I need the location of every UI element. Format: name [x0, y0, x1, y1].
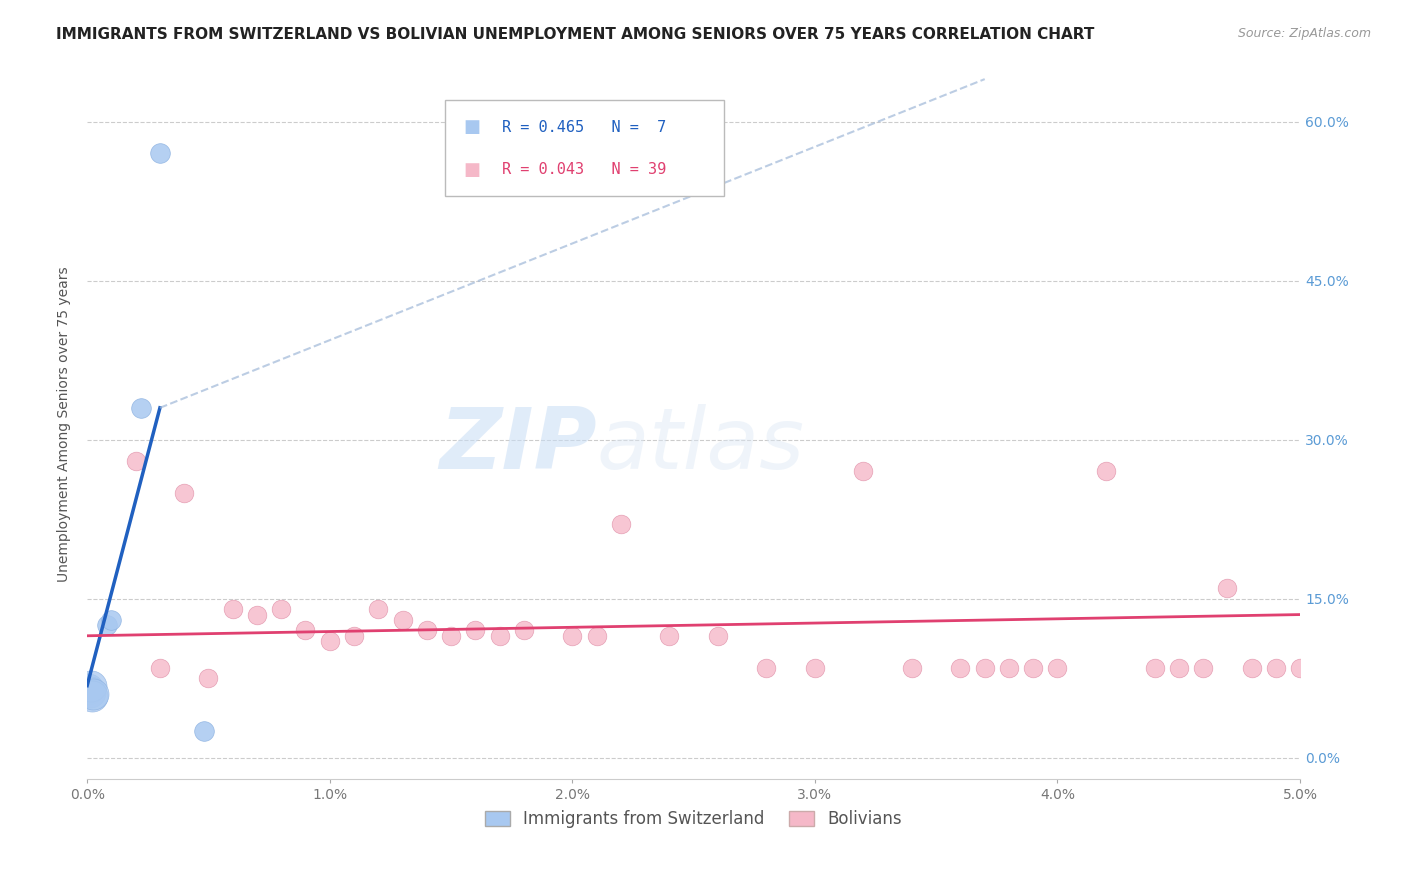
Point: [129, 401, 152, 415]
Text: atlas: atlas: [596, 403, 804, 486]
Point: [1264, 660, 1286, 674]
Point: [173, 485, 195, 500]
Point: [124, 454, 146, 468]
Point: [1095, 465, 1118, 479]
Point: [1022, 660, 1045, 674]
Point: [1240, 660, 1263, 674]
Point: [80, 679, 103, 693]
Point: [80, 690, 103, 704]
Point: [100, 613, 122, 627]
Point: [79, 685, 101, 699]
Text: Source: ZipAtlas.com: Source: ZipAtlas.com: [1237, 27, 1371, 40]
Point: [149, 146, 172, 161]
Point: [610, 517, 633, 532]
Point: [658, 629, 681, 643]
Point: [464, 624, 486, 638]
Point: [367, 602, 389, 616]
Point: [440, 629, 463, 643]
Point: [193, 724, 215, 739]
Point: [82, 687, 104, 701]
Point: [755, 660, 778, 674]
Point: [1192, 660, 1215, 674]
Point: [1046, 660, 1069, 674]
Point: [197, 671, 219, 685]
Text: R = 0.043   N = 39: R = 0.043 N = 39: [502, 162, 666, 177]
Text: ■: ■: [463, 119, 481, 136]
Point: [96, 618, 118, 632]
FancyBboxPatch shape: [444, 101, 724, 196]
Text: R = 0.465   N =  7: R = 0.465 N = 7: [502, 120, 666, 135]
Point: [343, 629, 366, 643]
Point: [949, 660, 972, 674]
Point: [149, 660, 172, 674]
Point: [319, 634, 342, 648]
Point: [488, 629, 510, 643]
Point: [901, 660, 924, 674]
Point: [246, 607, 269, 622]
Point: [1216, 581, 1239, 595]
Legend: Immigrants from Switzerland, Bolivians: Immigrants from Switzerland, Bolivians: [478, 803, 910, 835]
Point: [998, 660, 1021, 674]
Point: [1289, 660, 1312, 674]
Point: [804, 660, 827, 674]
Point: [77, 681, 100, 696]
Point: [707, 629, 730, 643]
Text: ZIP: ZIP: [439, 403, 596, 486]
Point: [513, 624, 536, 638]
Point: [294, 624, 316, 638]
Text: ■: ■: [463, 161, 481, 178]
Point: [852, 465, 875, 479]
Point: [1143, 660, 1166, 674]
Point: [1167, 660, 1189, 674]
Text: IMMIGRANTS FROM SWITZERLAND VS BOLIVIAN UNEMPLOYMENT AMONG SENIORS OVER 75 YEARS: IMMIGRANTS FROM SWITZERLAND VS BOLIVIAN …: [56, 27, 1095, 42]
Point: [222, 602, 245, 616]
Y-axis label: Unemployment Among Seniors over 75 years: Unemployment Among Seniors over 75 years: [58, 266, 72, 582]
Point: [973, 660, 995, 674]
Point: [416, 624, 439, 638]
Point: [585, 629, 607, 643]
Point: [561, 629, 583, 643]
Point: [391, 613, 413, 627]
Point: [270, 602, 292, 616]
